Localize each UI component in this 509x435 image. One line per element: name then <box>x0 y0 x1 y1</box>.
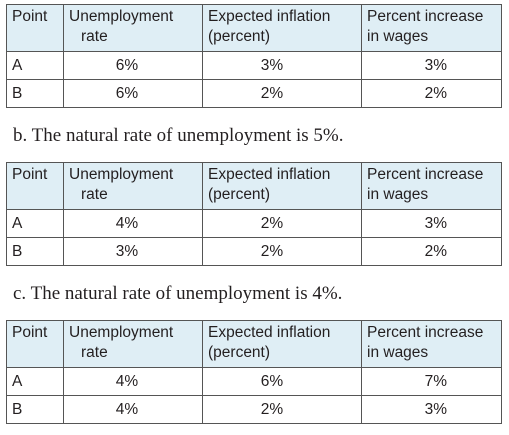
table-a: Point Unemployment rate Expected inflatio… <box>6 4 502 108</box>
cell-wage-increase: 3% <box>361 395 502 424</box>
header-expected-inflation: Expected inflation (percent) <box>202 320 362 368</box>
table-row: A 6% 3% 3% <box>6 51 502 80</box>
header-point: Point <box>6 320 64 368</box>
cell-point: B <box>6 79 64 108</box>
cell-unemployment: 4% <box>63 209 203 238</box>
header-point: Point <box>6 4 64 52</box>
cell-point: A <box>6 209 64 238</box>
cell-unemployment: 6% <box>63 51 203 80</box>
cell-expected-inflation: 6% <box>202 367 362 396</box>
cell-unemployment: 6% <box>63 79 203 108</box>
cell-wage-increase: 3% <box>361 51 502 80</box>
header-wage-increase: Percent increase in wages <box>361 320 502 368</box>
header-unemployment: Unemployment rate <box>63 320 203 368</box>
table-row: B 3% 2% 2% <box>6 237 502 266</box>
cell-expected-inflation: 2% <box>202 79 362 108</box>
header-point: Point <box>6 162 64 210</box>
cell-unemployment: 3% <box>63 237 203 266</box>
cell-expected-inflation: 3% <box>202 51 362 80</box>
table-c: Point Unemployment rate Expected inflatio… <box>6 320 502 424</box>
header-expected-inflation: Expected inflation (percent) <box>202 4 362 52</box>
table-b: Point Unemployment rate Expected inflatio… <box>6 162 502 266</box>
header-unemployment: Unemployment rate <box>63 4 203 52</box>
cell-wage-increase: 3% <box>361 209 502 238</box>
table-row: A 4% 6% 7% <box>6 367 502 396</box>
cell-wage-increase: 2% <box>361 79 502 108</box>
table-header-row: Point Unemployment rate Expected inflatio… <box>6 162 502 210</box>
table-row: A 4% 2% 3% <box>6 209 502 238</box>
table-row: B 6% 2% 2% <box>6 79 502 108</box>
header-expected-inflation: Expected inflation (percent) <box>202 162 362 210</box>
cell-wage-increase: 7% <box>361 367 502 396</box>
header-wage-increase: Percent increase in wages <box>361 162 502 210</box>
cell-point: A <box>6 51 64 80</box>
cell-point: B <box>6 237 64 266</box>
cell-expected-inflation: 2% <box>202 395 362 424</box>
cell-point: A <box>6 367 64 396</box>
header-wage-increase: Percent increase in wages <box>361 4 502 52</box>
table-header-row: Point Unemployment rate Expected inflatio… <box>6 320 502 368</box>
cell-expected-inflation: 2% <box>202 209 362 238</box>
cell-unemployment: 4% <box>63 367 203 396</box>
cell-expected-inflation: 2% <box>202 237 362 266</box>
header-unemployment: Unemployment rate <box>63 162 203 210</box>
table-header-row: Point Unemployment rate Expected inflatio… <box>6 4 502 52</box>
table-row: B 4% 2% 3% <box>6 395 502 424</box>
caption-c: c. The natural rate of unemployment is 4… <box>13 283 343 304</box>
caption-b: b. The natural rate of unemployment is 5… <box>13 125 344 146</box>
cell-unemployment: 4% <box>63 395 203 424</box>
cell-wage-increase: 2% <box>361 237 502 266</box>
cell-point: B <box>6 395 64 424</box>
